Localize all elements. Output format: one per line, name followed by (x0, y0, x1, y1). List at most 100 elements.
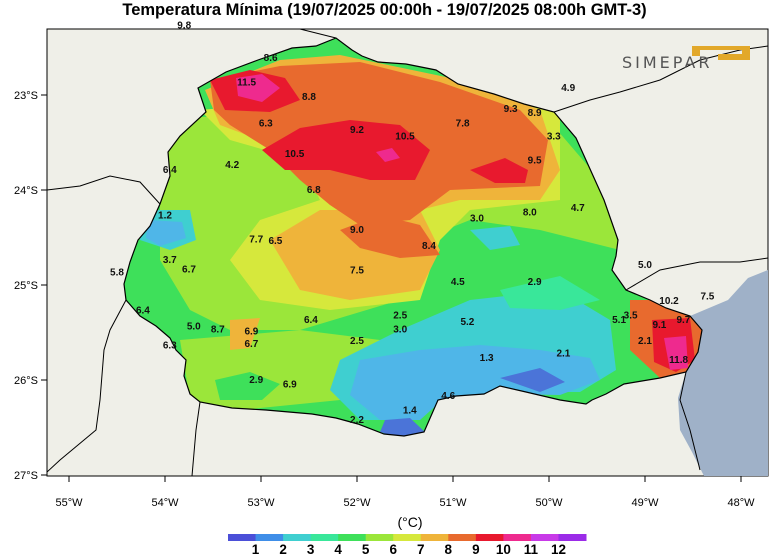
temperature-value-label: 6.7 (182, 265, 196, 276)
latitude-axis: 23°S 24°S 25°S 26°S 27°S (14, 90, 47, 482)
colorbar-segment (338, 534, 367, 541)
colorbar-segment (530, 534, 559, 541)
temperature-value-label: 3.7 (163, 255, 177, 266)
temperature-value-label: 6.9 (244, 326, 258, 337)
temperature-value-label: 3.0 (393, 325, 407, 336)
temperature-value-label: 1.3 (480, 353, 494, 364)
colorbar: 1 2 3 4 5 6 7 8 9 10 11 12 (228, 534, 587, 555)
temperature-value-label: 10.2 (659, 296, 679, 307)
map-title: Temperatura Mínima (19/07/2025 00:00h - … (122, 1, 647, 19)
country-border-south (47, 299, 127, 473)
temperature-value-label: 2.1 (638, 336, 652, 347)
temperature-value-label: 8.9 (528, 108, 542, 119)
colorbar-tick-label: 3 (307, 542, 315, 555)
temperature-value-label: 8.7 (211, 325, 225, 336)
colorbar-tick-label: 8 (445, 542, 453, 555)
temperature-value-label: 2.5 (393, 310, 407, 321)
colorbar-segment (503, 534, 532, 541)
colorbar-segment (228, 534, 257, 541)
colorbar-segment (365, 534, 394, 541)
temperature-value-label: 8.0 (523, 208, 537, 219)
temperature-value-label: 9.2 (350, 125, 364, 136)
temperature-value-label: 9.3 (504, 104, 518, 115)
temperature-value-label: 2.1 (556, 348, 570, 359)
temperature-value-label: 7.5 (700, 291, 714, 302)
temperature-value-label: 5.0 (638, 260, 652, 271)
colorbar-unit: (°C) (397, 514, 423, 530)
temperature-value-label: 10.5 (285, 149, 305, 160)
lon-tick-label: 49°W (631, 497, 659, 509)
temperature-value-label: 8.4 (422, 241, 436, 252)
temperature-value-label: 5.1 (612, 315, 626, 326)
temperature-value-label: 3.3 (547, 132, 561, 143)
temperature-value-label: 10.5 (395, 132, 415, 143)
state-border-sc-west (191, 401, 201, 476)
temperature-value-label: 4.7 (571, 203, 585, 214)
temperature-value-label: 6.3 (163, 341, 177, 352)
temperature-value-label: 2.2 (350, 415, 364, 426)
temperature-value-label: 6.9 (283, 380, 297, 391)
lon-tick-label: 55°W (55, 497, 83, 509)
temperature-value-label: 6.8 (307, 185, 321, 196)
temperature-value-label: 11.5 (237, 78, 256, 89)
colorbar-segment (393, 534, 422, 541)
temperature-value-label: 5.2 (460, 317, 474, 328)
temperature-value-label: 4.5 (451, 277, 465, 288)
lat-tick-label: 23°S (14, 90, 38, 102)
temperature-value-label: 9.0 (350, 225, 364, 236)
lon-tick-label: 51°W (439, 497, 467, 509)
temperature-value-label: 9.1 (652, 320, 666, 331)
temperature-value-label: 5.8 (110, 268, 124, 279)
lat-tick-label: 25°S (14, 280, 38, 292)
lon-tick-label: 53°W (247, 497, 275, 509)
colorbar-segment (255, 534, 284, 541)
logo-mark-icon (692, 46, 750, 60)
temperature-value-label: 3.0 (470, 213, 484, 224)
temperature-value-label: 9.7 (676, 315, 690, 326)
lat-tick-label: 27°S (14, 470, 38, 482)
temperature-value-label: 6.3 (259, 118, 273, 129)
value-labels: 9.8 8.6 11.5 8.8 6.3 9.2 10.5 7.8 9.3 4.9 8.9 3.3 10… (110, 21, 715, 426)
coastline-sc (679, 371, 701, 471)
temperature-value-label: 2.9 (528, 277, 542, 288)
colorbar-segment (558, 534, 587, 541)
temperature-value-label: 4.2 (225, 160, 239, 171)
temperature-value-label: 4.9 (561, 83, 575, 94)
colorbar-segment (448, 534, 477, 541)
state-border-ms (299, 29, 337, 39)
colorbar-tick-label: 11 (524, 542, 539, 555)
colorbar-tick-label: 1 (252, 542, 260, 555)
ocean (678, 270, 768, 476)
temperature-value-label: 11.8 (669, 355, 688, 366)
temperature-value-label: 6.4 (136, 306, 150, 317)
temperature-value-label: 6.7 (244, 339, 258, 350)
country-border (47, 175, 161, 205)
colorbar-segment (310, 534, 339, 541)
temperature-value-label: 5.0 (187, 322, 201, 333)
colorbar-tick-label: 5 (362, 542, 370, 555)
colorbar-tick-label: 4 (334, 542, 342, 555)
temperature-value-label: 2.9 (249, 375, 263, 386)
lon-tick-label: 50°W (535, 497, 563, 509)
colorbar-segment (420, 534, 449, 541)
lon-tick-label: 54°W (151, 497, 179, 509)
state-border-sp-coast (625, 257, 768, 291)
temperature-value-label: 1.2 (158, 211, 172, 222)
colorbar-tick-label: 6 (389, 542, 397, 555)
logo-wordmark: SIMEPAR (622, 53, 712, 72)
temperature-value-label: 7.7 (249, 234, 263, 245)
colorbar-tick-label: 9 (472, 542, 480, 555)
lon-tick-label: 52°W (343, 497, 371, 509)
colorbar-tick-label: 7 (417, 542, 425, 555)
lon-tick-label: 48°W (727, 497, 755, 509)
temperature-value-label: 8.8 (302, 92, 316, 103)
temperature-value-label: 6.4 (304, 315, 318, 326)
temperature-value-label: 8.6 (264, 53, 278, 64)
simepar-logo: SIMEPAR (622, 46, 750, 72)
temperature-value-label: 1.4 (403, 405, 417, 416)
lat-tick-label: 26°S (14, 375, 38, 387)
colorbar-tick-label: 12 (551, 542, 566, 555)
temperature-value-label: 6.5 (268, 236, 282, 247)
colorbar-segment (283, 534, 312, 541)
